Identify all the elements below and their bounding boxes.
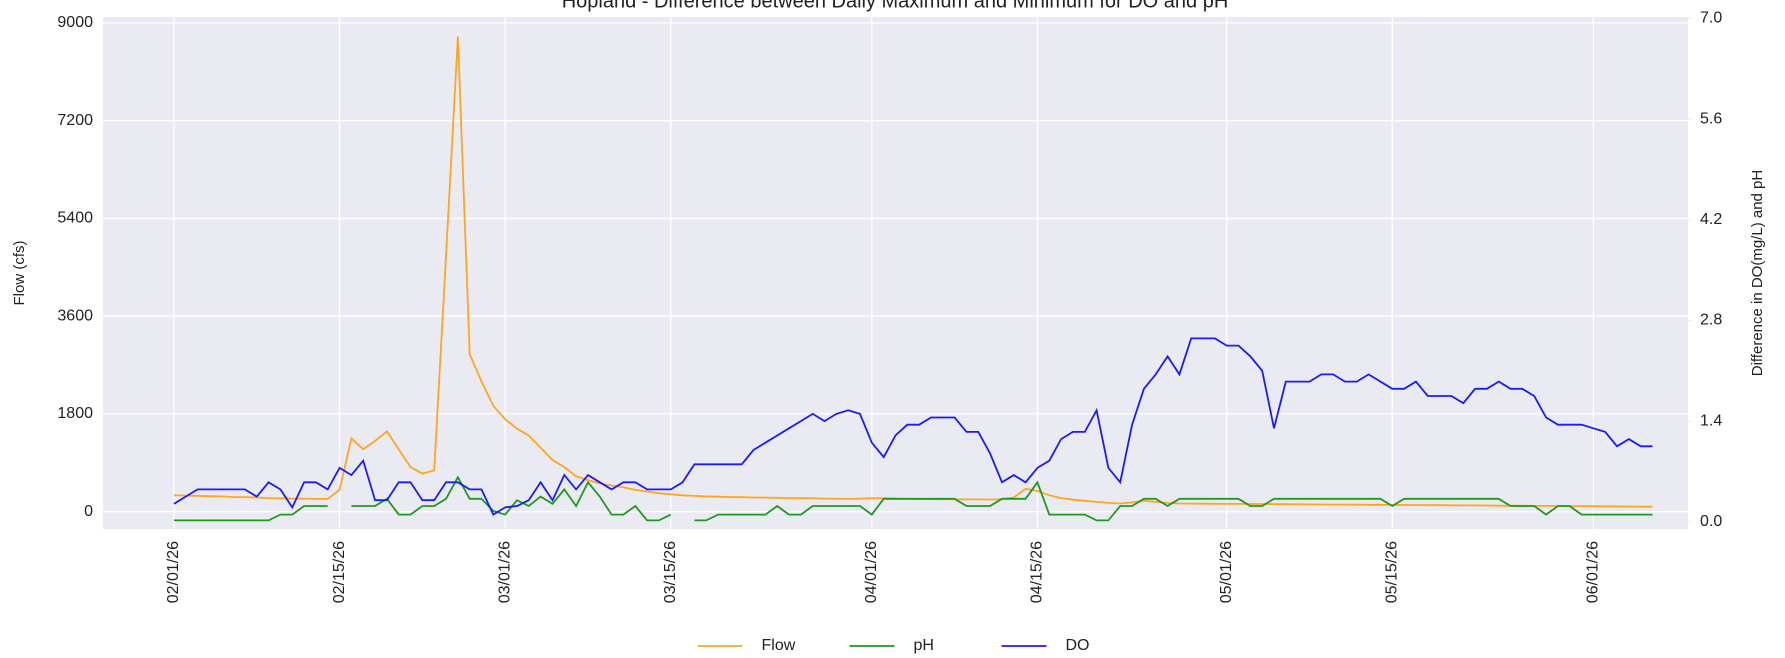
y-axis-label: Flow (cfs) xyxy=(11,241,28,306)
y-tick-label: 9000 xyxy=(57,14,93,31)
legend-label: pH xyxy=(914,637,934,654)
y-tick-label: 5400 xyxy=(57,210,93,227)
y-tick-label: 0 xyxy=(84,503,93,520)
x-tick-label: 02/01/26 xyxy=(165,541,182,603)
y2-tick-label: 2.8 xyxy=(1700,312,1722,329)
y2-tick-label: 0.0 xyxy=(1700,513,1722,530)
x-tick-label: 06/01/26 xyxy=(1585,541,1602,603)
y-tick-label: 7200 xyxy=(57,112,93,129)
x-tick-label: 04/15/26 xyxy=(1029,541,1046,603)
y-tick-label: 3600 xyxy=(57,307,93,324)
x-tick-label: 05/15/26 xyxy=(1384,541,1401,603)
x-tick-label: 02/15/26 xyxy=(331,541,348,603)
y-tick-label: 1800 xyxy=(57,405,93,422)
y2-tick-label: 5.6 xyxy=(1700,110,1722,127)
chart-title: Hopland - Difference between Daily Maxim… xyxy=(562,0,1229,12)
legend-label: Flow xyxy=(762,637,796,654)
y2-tick-label: 4.2 xyxy=(1700,211,1722,228)
legend-label: DO xyxy=(1066,637,1090,654)
series-line xyxy=(173,337,1653,516)
x-tick-label: 03/01/26 xyxy=(496,541,513,603)
x-tick-label: 03/15/26 xyxy=(662,541,679,603)
y2-tick-label: 7.0 xyxy=(1700,10,1722,27)
x-tick-label: 04/01/26 xyxy=(863,541,880,603)
y2-axis-label: Difference in DO(mg/L) and pH xyxy=(1749,170,1766,376)
x-tick-label: 05/01/26 xyxy=(1218,541,1235,603)
plot-area xyxy=(103,17,1688,529)
y2-tick-label: 1.4 xyxy=(1700,412,1722,429)
